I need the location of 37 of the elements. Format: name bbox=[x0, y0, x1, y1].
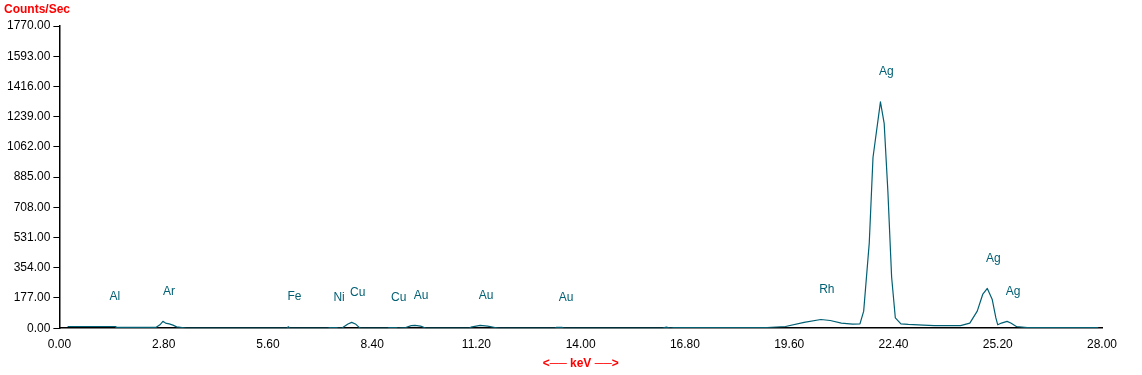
annotation: Ar bbox=[162, 283, 175, 298]
x-tick-label: 14.00 bbox=[565, 336, 597, 351]
x-tick-label: 2.80 bbox=[151, 336, 176, 351]
annotation: Ag bbox=[1005, 283, 1021, 298]
annotation: Cu bbox=[350, 284, 366, 299]
y-tick-label: 531.00 bbox=[13, 229, 51, 244]
annotation: Al bbox=[109, 288, 121, 303]
x-tick-label: 8.40 bbox=[360, 336, 385, 351]
x-tick-label: 19.60 bbox=[774, 336, 805, 351]
x-tick-label: 28.00 bbox=[1086, 336, 1118, 351]
annotation: Rh bbox=[819, 281, 835, 296]
y-tick-label: 1416.00 bbox=[6, 78, 51, 93]
y-axis-title: Counts/Sec bbox=[4, 2, 71, 17]
y-tick-label: 0.00 bbox=[27, 320, 51, 335]
annotation: Ag bbox=[879, 64, 894, 79]
annotation: Au bbox=[478, 287, 494, 302]
y-tick-label: 1770.00 bbox=[6, 18, 51, 33]
annotation: Au bbox=[558, 289, 574, 304]
x-tick-label: 5.60 bbox=[256, 336, 280, 351]
y-tick-label: 885.00 bbox=[13, 169, 51, 184]
x-tick-label: 22.40 bbox=[878, 336, 909, 351]
x-tick-label: 11.20 bbox=[461, 336, 492, 351]
annotation: Ni bbox=[333, 289, 345, 304]
annotation: Ag bbox=[985, 250, 1001, 265]
x-tick-label: 25.20 bbox=[982, 336, 1014, 351]
annotation: Fe bbox=[287, 289, 302, 304]
y-tick-label: 1239.00 bbox=[6, 108, 51, 123]
y-tick-label: 1593.00 bbox=[6, 48, 51, 63]
y-tick-label: 708.00 bbox=[13, 199, 51, 214]
y-tick-label: 354.00 bbox=[13, 260, 51, 275]
y-tick-label: 1062.00 bbox=[6, 139, 51, 154]
x-tick-label: 0.00 bbox=[47, 336, 72, 351]
y-tick-label: 177.00 bbox=[13, 290, 51, 305]
x-axis-title: <── keV ──> bbox=[542, 356, 619, 371]
annotation: Cu bbox=[390, 289, 407, 304]
annotation: Au bbox=[413, 287, 429, 302]
x-tick-label: 16.80 bbox=[669, 336, 701, 351]
